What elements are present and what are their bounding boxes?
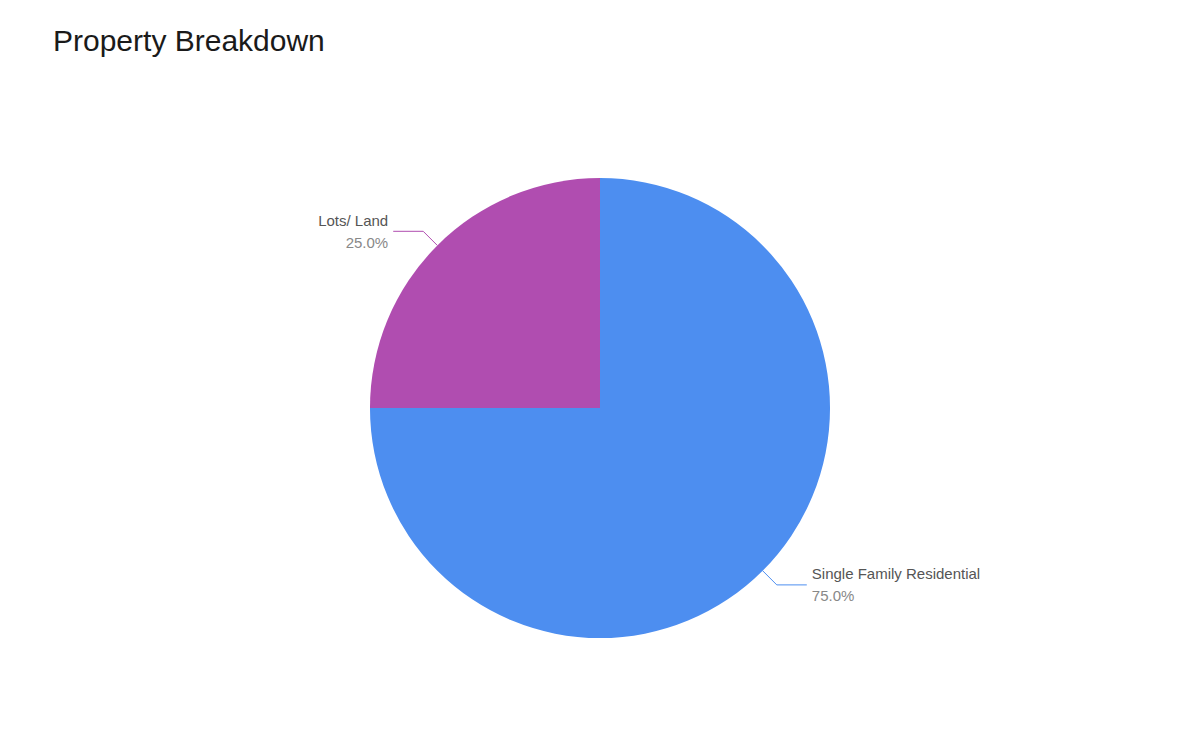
svg-text:Lots/ Land: Lots/ Land <box>318 212 388 229</box>
svg-text:75.0%: 75.0% <box>812 587 855 604</box>
svg-text:Single Family Residential: Single Family Residential <box>812 565 980 582</box>
svg-text:Property Breakdown: Property Breakdown <box>53 24 325 57</box>
svg-text:25.0%: 25.0% <box>346 234 389 251</box>
